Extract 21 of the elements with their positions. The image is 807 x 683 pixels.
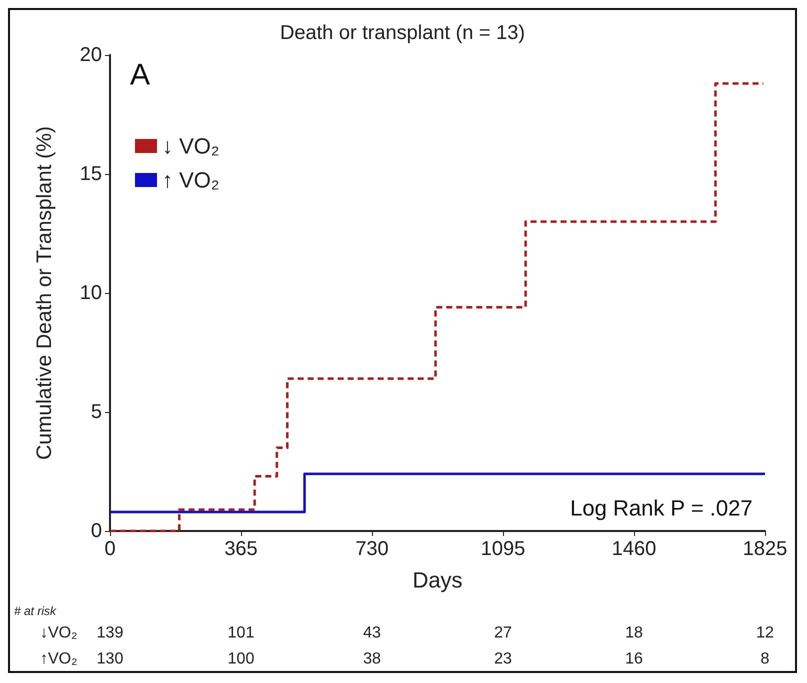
x-tick-label: 1095 (480, 538, 526, 560)
annotation: Log Rank P = .027 (570, 496, 753, 520)
text: # at risk (14, 604, 58, 618)
x-tick-label: 1825 (742, 538, 788, 560)
legend-label: ↓ VO₂ (162, 134, 220, 158)
y-tick-label: 20 (80, 44, 102, 66)
annotation: A (130, 58, 150, 92)
text: ↓VO₂ 139 101 43 27 18 12 (40, 624, 774, 642)
x-tick-label: 365 (224, 538, 258, 560)
y-tick-label: 5 (90, 401, 102, 423)
y-axis-title: Cumulative Death or Transplant (%) (33, 126, 56, 460)
legend-label: ↑ VO₂ (162, 168, 220, 192)
y-tick-label: 10 (80, 282, 102, 304)
chart-title: Death or transplant (n = 13) (280, 22, 526, 44)
x-tick-label: 1460 (612, 538, 656, 560)
x-axis-title: Days (412, 568, 463, 592)
y-tick-label: 15 (80, 163, 102, 185)
text: ↑VO₂ 130 100 38 23 16 8 (40, 650, 770, 668)
y-tick-label: 0 (90, 520, 102, 542)
x-tick-label: 0 (104, 538, 116, 560)
x-tick-label: 730 (355, 538, 389, 560)
